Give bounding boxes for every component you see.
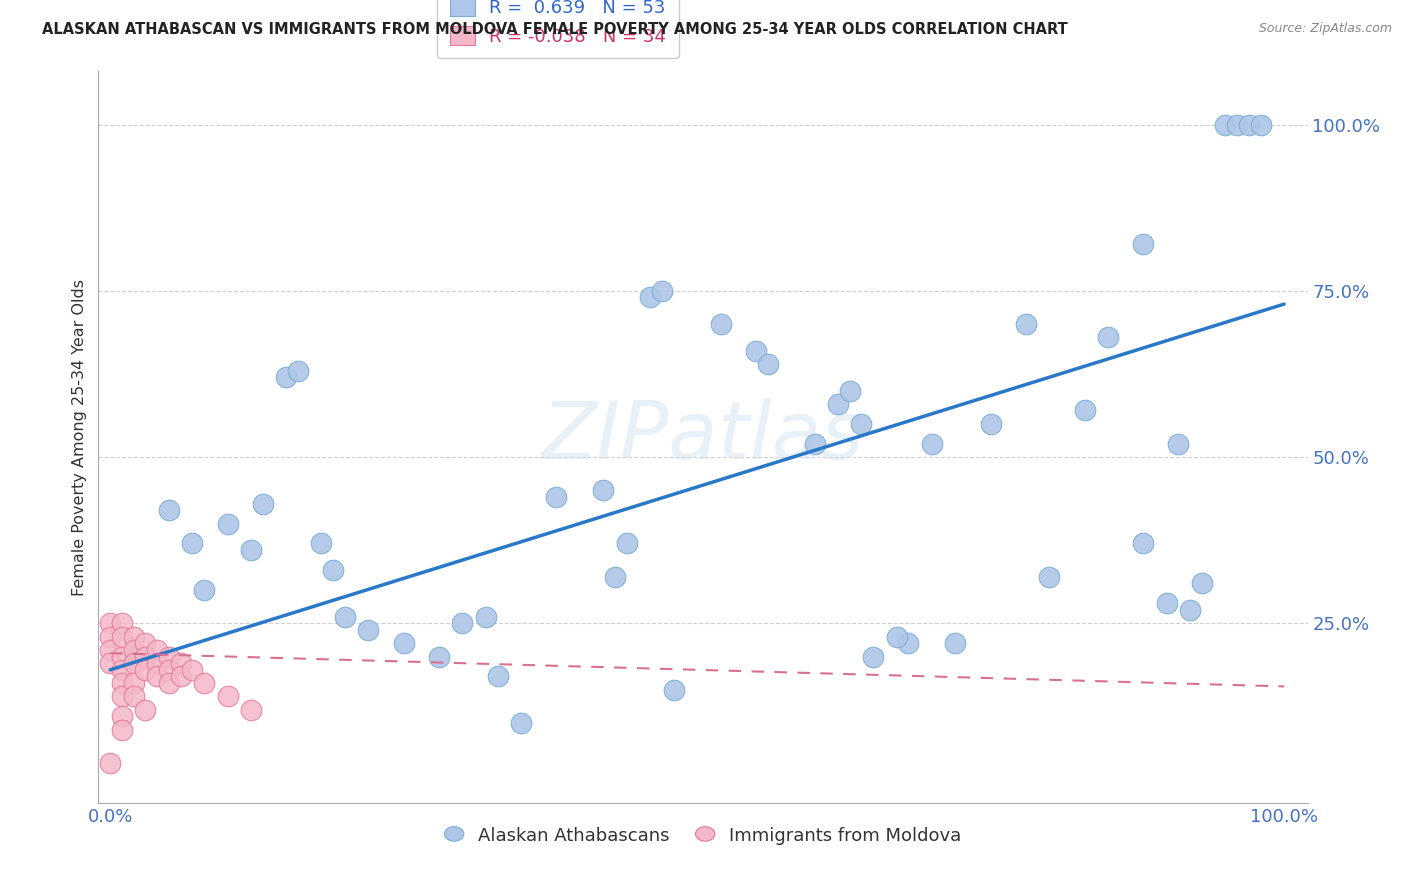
Point bbox=[193, 582, 215, 597]
Point bbox=[252, 497, 274, 511]
Point bbox=[1215, 118, 1237, 132]
Point bbox=[98, 630, 121, 644]
Point bbox=[122, 690, 145, 704]
Point bbox=[475, 609, 498, 624]
Point bbox=[862, 649, 884, 664]
Point bbox=[838, 384, 860, 398]
Point bbox=[603, 570, 626, 584]
Point bbox=[111, 723, 134, 737]
Point bbox=[392, 636, 415, 650]
Point bbox=[157, 503, 180, 517]
Point bbox=[240, 703, 263, 717]
Point bbox=[169, 669, 191, 683]
Point bbox=[1191, 576, 1213, 591]
Point bbox=[111, 690, 134, 704]
Point bbox=[1038, 570, 1060, 584]
Point bbox=[98, 616, 121, 631]
Point bbox=[134, 636, 156, 650]
Point bbox=[122, 630, 145, 644]
Point bbox=[756, 357, 779, 371]
Point bbox=[193, 676, 215, 690]
Point bbox=[122, 649, 145, 664]
Point bbox=[886, 630, 908, 644]
Point bbox=[157, 663, 180, 677]
Point bbox=[1237, 118, 1260, 132]
Point bbox=[276, 370, 298, 384]
Point bbox=[1132, 536, 1154, 550]
Point bbox=[510, 716, 533, 731]
Point bbox=[311, 536, 333, 550]
Point bbox=[1132, 237, 1154, 252]
Text: ZIPatlas: ZIPatlas bbox=[541, 398, 865, 476]
Point bbox=[592, 483, 614, 498]
Point bbox=[287, 363, 309, 377]
Point bbox=[146, 643, 169, 657]
Point bbox=[181, 663, 204, 677]
Point bbox=[1250, 118, 1272, 132]
Point bbox=[134, 649, 156, 664]
Point bbox=[181, 536, 204, 550]
Point bbox=[980, 417, 1002, 431]
Point bbox=[134, 703, 156, 717]
Point bbox=[240, 543, 263, 558]
Point bbox=[98, 656, 121, 670]
Point bbox=[451, 616, 474, 631]
Point bbox=[710, 317, 733, 331]
Point bbox=[803, 436, 825, 450]
Point bbox=[1015, 317, 1038, 331]
Point bbox=[122, 643, 145, 657]
Point bbox=[217, 516, 239, 531]
Point bbox=[111, 630, 134, 644]
Point bbox=[486, 669, 509, 683]
Point bbox=[662, 682, 685, 697]
Point bbox=[745, 343, 768, 358]
Point bbox=[827, 397, 849, 411]
Point bbox=[851, 417, 873, 431]
Point bbox=[1073, 403, 1095, 417]
Point bbox=[98, 756, 121, 770]
Point bbox=[134, 663, 156, 677]
Point bbox=[638, 290, 661, 304]
Point bbox=[217, 690, 239, 704]
Point bbox=[616, 536, 638, 550]
Point bbox=[333, 609, 356, 624]
Point bbox=[322, 563, 344, 577]
Point bbox=[111, 709, 134, 723]
Point bbox=[546, 490, 568, 504]
Point bbox=[1226, 118, 1249, 132]
Text: Source: ZipAtlas.com: Source: ZipAtlas.com bbox=[1258, 22, 1392, 36]
Point bbox=[122, 676, 145, 690]
Point bbox=[157, 676, 180, 690]
Point bbox=[111, 676, 134, 690]
Point bbox=[1180, 603, 1202, 617]
Point bbox=[1097, 330, 1119, 344]
Point bbox=[945, 636, 967, 650]
Point bbox=[169, 656, 191, 670]
Point bbox=[427, 649, 450, 664]
Point bbox=[921, 436, 943, 450]
Point bbox=[1167, 436, 1189, 450]
Point bbox=[111, 663, 134, 677]
Point bbox=[146, 656, 169, 670]
Y-axis label: Female Poverty Among 25-34 Year Olds: Female Poverty Among 25-34 Year Olds bbox=[72, 278, 87, 596]
Point bbox=[651, 284, 673, 298]
Text: ALASKAN ATHABASCAN VS IMMIGRANTS FROM MOLDOVA FEMALE POVERTY AMONG 25-34 YEAR OL: ALASKAN ATHABASCAN VS IMMIGRANTS FROM MO… bbox=[42, 22, 1069, 37]
Point bbox=[357, 623, 380, 637]
Point bbox=[111, 649, 134, 664]
Point bbox=[111, 616, 134, 631]
Point bbox=[897, 636, 920, 650]
Point bbox=[98, 643, 121, 657]
Point bbox=[157, 649, 180, 664]
Point bbox=[1156, 596, 1178, 610]
Legend: Alaskan Athabascans, Immigrants from Moldova: Alaskan Athabascans, Immigrants from Mol… bbox=[437, 820, 969, 852]
Point bbox=[146, 669, 169, 683]
Point bbox=[122, 656, 145, 670]
